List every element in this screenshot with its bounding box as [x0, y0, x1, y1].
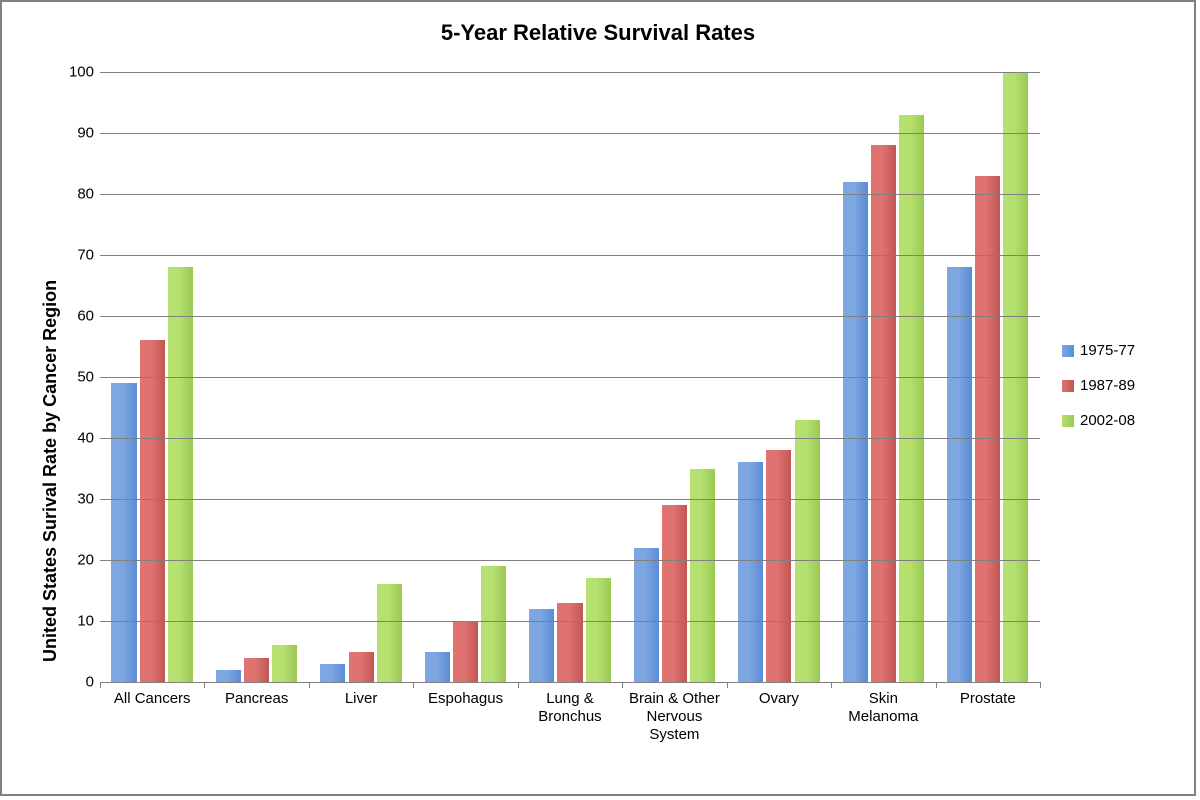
- y-tick-label: 10: [77, 613, 100, 630]
- gridline: [100, 621, 1040, 622]
- bar: [871, 145, 896, 682]
- bar: [140, 340, 165, 682]
- chart-title: 5-Year Relative Survival Rates: [2, 20, 1194, 46]
- x-tick: [727, 682, 728, 688]
- x-tick: [413, 682, 414, 688]
- y-tick-label: 30: [77, 491, 100, 508]
- y-tick-label: 80: [77, 186, 100, 203]
- gridline: [100, 499, 1040, 500]
- bar: [690, 469, 715, 683]
- y-tick-label: 40: [77, 430, 100, 447]
- bar: [843, 182, 868, 682]
- bar: [349, 652, 374, 683]
- bar: [425, 652, 450, 683]
- x-tick-label: Pancreas: [206, 690, 306, 708]
- gridline: [100, 438, 1040, 439]
- x-tick-label: Espohagus: [415, 690, 515, 708]
- y-tick-label: 90: [77, 125, 100, 142]
- gridline: [100, 255, 1040, 256]
- x-tick-label: Prostate: [938, 690, 1038, 708]
- bar: [738, 462, 763, 682]
- bar: [529, 609, 554, 682]
- bar: [634, 548, 659, 682]
- bar: [168, 267, 193, 682]
- bar: [216, 670, 241, 682]
- y-tick-label: 0: [86, 674, 100, 691]
- y-axis-label: United States Surival Rate by Cancer Reg…: [40, 280, 61, 662]
- bar: [272, 645, 297, 682]
- gridline: [100, 194, 1040, 195]
- y-tick-label: 60: [77, 308, 100, 325]
- bar: [111, 383, 136, 682]
- legend-swatch: [1062, 380, 1074, 392]
- legend-item: 1975-77: [1062, 342, 1135, 359]
- bar: [244, 658, 269, 682]
- bar: [975, 176, 1000, 682]
- legend-swatch: [1062, 345, 1074, 357]
- x-tick: [936, 682, 937, 688]
- bar: [320, 664, 345, 682]
- x-tick: [831, 682, 832, 688]
- bar: [662, 505, 687, 682]
- bar: [377, 584, 402, 682]
- legend-label: 1987-89: [1080, 377, 1135, 394]
- legend-label: 1975-77: [1080, 342, 1135, 359]
- gridline: [100, 560, 1040, 561]
- gridline: [100, 377, 1040, 378]
- bar: [947, 267, 972, 682]
- bar: [453, 621, 478, 682]
- x-tick-label: Lung & Bronchus: [520, 690, 620, 726]
- plot-area: 0102030405060708090100: [100, 72, 1040, 682]
- x-tick-label: All Cancers: [102, 690, 202, 708]
- bar: [557, 603, 582, 682]
- y-tick-label: 100: [69, 64, 100, 81]
- x-tick-label: Liver: [311, 690, 411, 708]
- bar: [586, 578, 611, 682]
- y-tick-label: 50: [77, 369, 100, 386]
- x-tick: [1040, 682, 1041, 688]
- legend-swatch: [1062, 415, 1074, 427]
- legend-item: 2002-08: [1062, 412, 1135, 429]
- gridline: [100, 133, 1040, 134]
- x-tick: [100, 682, 101, 688]
- y-tick-label: 70: [77, 247, 100, 264]
- legend: 1975-77 1987-89 2002-08: [1062, 342, 1135, 447]
- x-tick-label: Brain & Other Nervous System: [624, 690, 724, 744]
- chart-frame: 5-Year Relative Survival Rates United St…: [0, 0, 1196, 796]
- legend-label: 2002-08: [1080, 412, 1135, 429]
- x-tick: [309, 682, 310, 688]
- x-tick: [622, 682, 623, 688]
- bar: [899, 115, 924, 682]
- bar: [795, 420, 820, 682]
- x-tick: [518, 682, 519, 688]
- x-tick-label: Skin Melanoma: [833, 690, 933, 726]
- gridline: [100, 682, 1040, 683]
- legend-item: 1987-89: [1062, 377, 1135, 394]
- x-tick-label: Ovary: [729, 690, 829, 708]
- gridline: [100, 316, 1040, 317]
- bar: [766, 450, 791, 682]
- bar: [481, 566, 506, 682]
- x-tick: [204, 682, 205, 688]
- y-tick-label: 20: [77, 552, 100, 569]
- gridline: [100, 72, 1040, 73]
